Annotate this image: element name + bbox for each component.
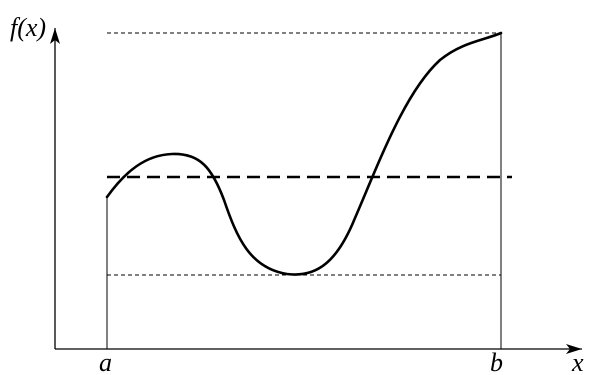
y-axis-label: f(x) [10, 13, 46, 42]
b-label: b [490, 348, 503, 375]
function-curve [105, 31, 503, 276]
y-axis-arrowhead [50, 28, 60, 44]
a-label: a [99, 348, 112, 375]
x-axis-arrowhead [566, 344, 582, 354]
x-axis-label: x [571, 348, 584, 375]
